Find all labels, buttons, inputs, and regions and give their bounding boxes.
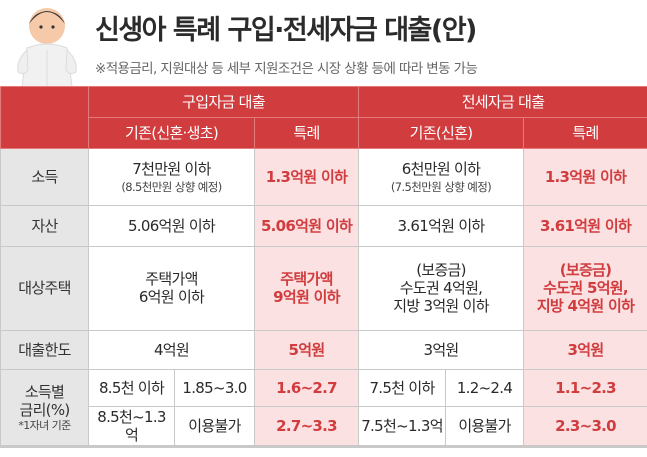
cell-rate2-purchase-rate: 이용불가 [174,406,255,446]
cell-rate1-jeonse-special: 1.1~2.3 [523,369,647,408]
table-row-income: 소득 7천만원 이하 (8.5천만원 상향 예정) 1.3억원 이하 6천만원 … [0,147,647,207]
income-jeonse-existing-value: 6천만원 이하 [401,159,481,178]
cell-rate1-jeonse-income: 7.5천 이하 [358,369,447,408]
house-jeonse-special-line1: (보증금) [559,260,612,279]
house-jeonse-existing-line2: 수도권 4억원, [399,279,483,298]
cell-house-purchase-existing: 주택가액 6억원 이하 [88,245,255,332]
cell-house-purchase-special: 주택가액 9억원 이하 [253,245,360,332]
cell-house-jeonse-existing: (보증금) 수도권 4억원, 지방 3억원 이하 [358,245,525,332]
row-label-limit: 대출한도 [0,330,89,371]
income-jeonse-existing-note: (7.5천만원 상향 예정) [390,180,492,195]
cell-rate2-jeonse-income: 7.5천~1.3억 [358,406,447,446]
income-purchase-existing-value: 7천만원 이하 [132,159,211,178]
table-row-rate-2: 8.5천~1.3억 이용불가 2.7~3.3 7.5천~1.3억 이용불가 2.… [1,406,647,446]
table-row-house: 대상주택 주택가액 6억원 이하 주택가액 9억원 이하 (보증금) 수도권 4… [0,245,647,332]
house-purchase-existing-line1: 주택가액 [145,270,198,289]
row-label-house: 대상주택 [0,245,89,332]
rate-label-note: *1자녀 기준 [18,419,71,433]
header-jeonse-existing: 기존(신혼) [358,116,525,149]
header-corner [0,86,89,118]
cell-rate2-jeonse-rate: 이용불가 [445,406,525,446]
rate-label-line1: 소득별 [24,382,65,401]
cell-income-jeonse-special: 1.3억원 이하 [523,147,647,207]
cell-house-jeonse-special: (보증금) 수도권 5억원, 지방 4억원 이하 [523,245,647,332]
table-row-rate-1: 소득별 금리(%) *1자녀 기준 8.5천 이하 1.85~3.0 1.6~2… [0,369,647,446]
cell-rate2-purchase-income: 8.5천~1.3억 [88,406,175,446]
table-row-asset: 자산 5.06억원 이하 5.06억원 이하 3.61억원 이하 3.61억원 … [0,205,647,247]
cell-rate1-jeonse-rate: 1.2~2.4 [445,369,525,408]
header-row-sub: 기존(신혼·생초) 특례 기존(신혼) 특례 [0,116,647,149]
rate-label-line2: 금리(%) [19,400,70,419]
header-corner-sub [0,117,89,149]
cell-asset-jeonse-special: 3.61억원 이하 [523,205,647,247]
disclaimer-note: ※적용금리, 지원대상 등 세부 지원조건은 시장 상황 등에 따라 변동 가능 [95,61,478,77]
cell-limit-jeonse-special: 3억원 [523,330,647,371]
header-purchase: 구입자금 대출 [87,86,360,118]
cell-rate1-purchase-rate: 1.85~3.0 [174,369,255,408]
loan-comparison-table: 구입자금 대출 전세자금 대출 기존(신혼·생초) 특례 기존(신혼) 특례 소… [0,86,647,446]
house-jeonse-existing-line3: 지방 3억원 이하 [393,297,489,316]
cell-income-purchase-existing: 7천만원 이하 (8.5천만원 상향 예정) [88,147,255,207]
cell-limit-purchase-existing: 4억원 [88,330,255,371]
header-jeonse: 전세자금 대출 [358,86,647,118]
income-purchase-existing-note: (8.5천만원 상향 예정) [121,180,222,195]
house-purchase-existing-line2: 6억원 이하 [138,288,205,307]
cell-rate2-jeonse-special: 2.3~3.0 [523,406,647,446]
cell-income-purchase-special: 1.3억원 이하 [253,147,360,207]
cell-rate1-purchase-special: 1.6~2.7 [253,369,360,408]
cell-asset-jeonse-existing: 3.61억원 이하 [358,205,525,247]
house-purchase-special-line2: 9억원 이하 [273,288,340,307]
cell-limit-jeonse-existing: 3억원 [358,330,525,371]
header-jeonse-special: 특례 [523,116,647,149]
row-label-income: 소득 [0,147,89,207]
header-purchase-existing: 기존(신혼·생초) [88,116,255,149]
house-purchase-special-line1: 주택가액 [280,270,333,289]
cell-rate2-purchase-special: 2.7~3.3 [253,406,360,446]
header-row-group: 구입자금 대출 전세자금 대출 [0,86,647,118]
cell-income-jeonse-existing: 6천만원 이하 (7.5천만원 상향 예정) [358,147,525,207]
page-title: 신생아 특례 구입·전세자금 대출(안) [95,15,477,46]
cell-asset-purchase-existing: 5.06억원 이하 [88,205,255,247]
bottom-divider [0,446,647,448]
cell-asset-purchase-special: 5.06억원 이하 [253,205,360,247]
header-purchase-special: 특례 [253,116,360,149]
house-jeonse-existing-line1: (보증금) [416,260,466,279]
table-row-limit: 대출한도 4억원 5억원 3억원 3억원 [0,330,647,371]
row-label-rate: 소득별 금리(%) *1자녀 기준 [0,369,89,446]
house-jeonse-special-line2: 수도권 5억원, [543,279,628,298]
cell-limit-purchase-special: 5억원 [253,330,360,371]
cell-rate1-purchase-income: 8.5천 이하 [88,369,175,408]
house-jeonse-special-line3: 지방 4억원 이하 [536,297,635,316]
row-label-asset: 자산 [0,205,89,247]
